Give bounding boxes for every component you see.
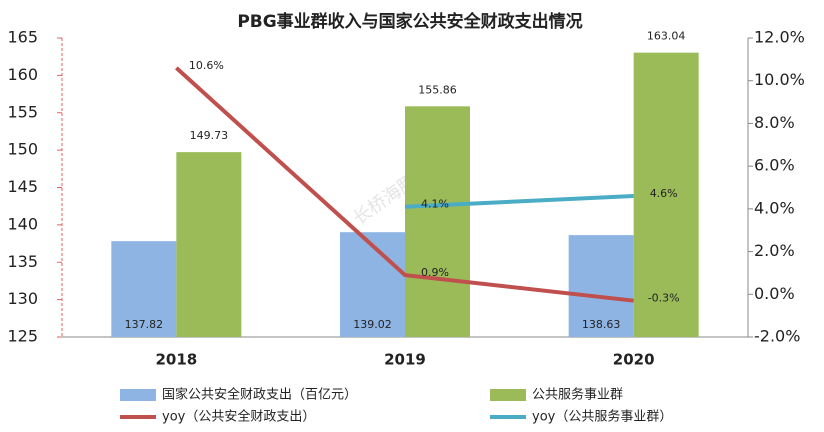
y2-tick-label: -2.0% [754, 327, 800, 346]
y2-tick-label: 8.0% [754, 113, 795, 132]
y2-tick-label: 0.0% [754, 284, 795, 303]
x-tick-label: 2019 [384, 351, 426, 369]
line [174, 66, 634, 303]
bar-value-label: 139.02 [353, 318, 392, 331]
y-tick-label: 140 [7, 214, 38, 233]
y-tick-label: 130 [7, 289, 38, 308]
y2-tick-label: 4.0% [754, 198, 795, 217]
legend-label: yoy（公共安全财政支出） [162, 409, 315, 425]
y-tick-label: 150 [7, 140, 38, 159]
legend-swatch [120, 389, 156, 401]
y-tick-label: 125 [7, 327, 38, 346]
bar-value-label: 138.63 [582, 318, 621, 331]
line-value-label: 4.6% [650, 187, 678, 200]
y2-tick-label: 10.0% [754, 70, 805, 89]
bar [405, 106, 470, 337]
y-tick-label: 135 [7, 252, 38, 271]
bar [340, 232, 405, 337]
y-tick-label: 155 [7, 102, 38, 121]
y-tick-label: 160 [7, 65, 38, 84]
bar [633, 52, 699, 337]
y2-tick-label: 2.0% [754, 241, 795, 260]
chart-title: PBG事业群收入与国家公共安全财政支出情况 [237, 11, 582, 32]
bar-value-label: 137.82 [125, 318, 164, 331]
bar-value-label: 163.04 [647, 30, 686, 43]
y-tick-label: 165 [7, 28, 38, 47]
line-value-label: 4.1% [421, 198, 449, 211]
legend-label: 公共服务事业群 [532, 387, 623, 403]
y2-tick-label: 6.0% [754, 156, 795, 175]
line-value-label: 0.9% [421, 266, 449, 279]
line [404, 194, 634, 209]
y2-tick-label: 12.0% [754, 28, 805, 47]
y-tick-label: 145 [7, 177, 38, 196]
legend-label: yoy（公共服务事业群） [532, 409, 672, 425]
bar-value-label: 149.73 [190, 129, 229, 142]
bar [176, 152, 242, 337]
bar-value-label: 155.86 [418, 83, 457, 96]
bar [111, 241, 177, 337]
x-tick-label: 2020 [613, 351, 655, 369]
legend-label: 国家公共安全财政支出（百亿元） [162, 387, 357, 403]
x-tick-label: 2018 [155, 351, 197, 369]
line-value-label: -0.3% [648, 292, 680, 305]
bar [568, 235, 634, 337]
legend-swatch [490, 389, 526, 401]
line-value-label: 10.6% [189, 59, 224, 72]
